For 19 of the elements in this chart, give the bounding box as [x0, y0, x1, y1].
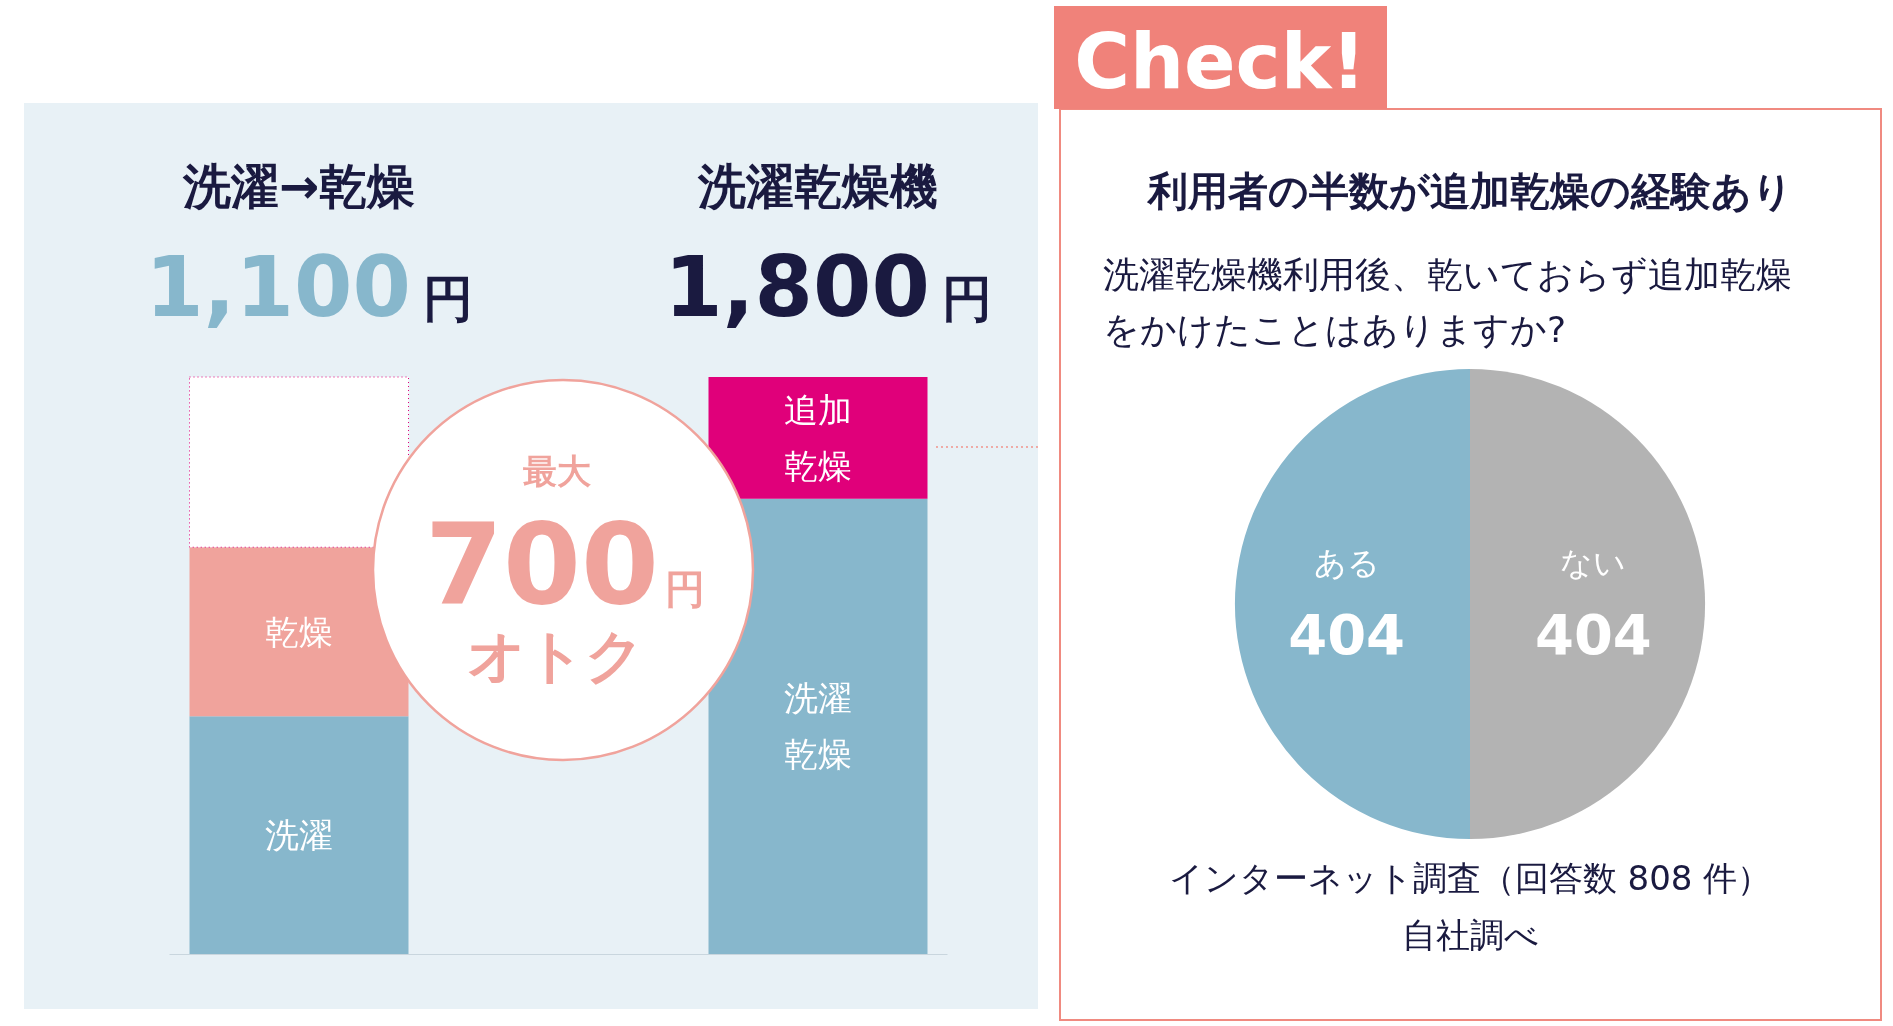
text: 自社調べ — [1401, 915, 1539, 955]
series-label: 乾燥 — [265, 611, 333, 652]
slice-label: ない — [1560, 544, 1627, 582]
data-label: 404 — [1288, 602, 1406, 667]
pie-slice — [1470, 369, 1705, 839]
x-tick-label: 洗濯乾燥機 — [697, 158, 938, 214]
series-label: 追加乾燥 — [784, 389, 852, 486]
data-label: 404 — [1534, 602, 1652, 667]
annotation: 最大 — [523, 451, 591, 491]
text: インターネット調査（回答数 808 件） — [1168, 858, 1772, 898]
slice-label: ある — [1313, 544, 1380, 582]
pie-slice — [1235, 369, 1470, 839]
chart-title: 利用者の半数が追加乾燥の経験あり — [1145, 168, 1793, 214]
chart-subtitle: 洗濯乾燥機利用後、乾いておらず追加乾燥をかけたことはありますか? — [1103, 254, 1792, 350]
text: Check! — [1074, 17, 1366, 106]
annotation: オトク — [466, 622, 644, 690]
series-label: 洗濯 — [265, 815, 333, 856]
series-label: 洗濯乾燥 — [784, 678, 852, 775]
x-tick-label: 洗濯→乾燥 — [181, 158, 416, 214]
